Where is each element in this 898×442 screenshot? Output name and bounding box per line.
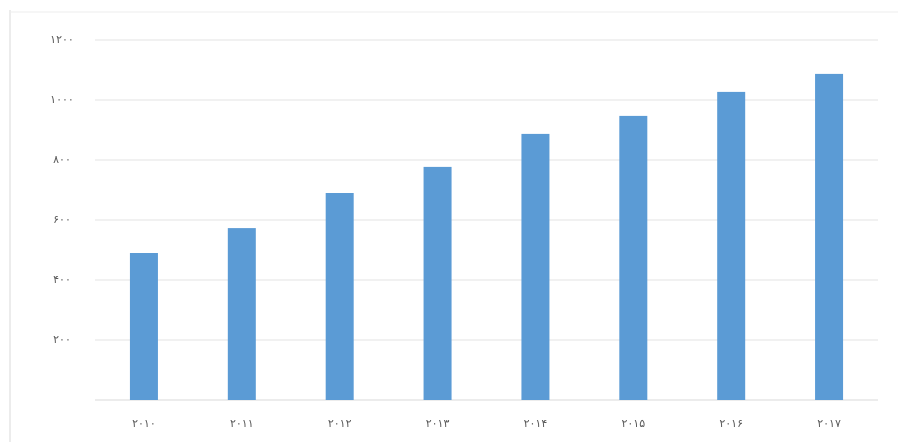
x-tick-label: ۲۰۱۳	[426, 417, 450, 430]
x-tick-label: ۲۰۱۰	[132, 417, 156, 430]
y-tick-label: ۲۰۰	[53, 333, 71, 346]
x-tick-label: ۲۰۱۵	[621, 417, 645, 430]
y-tick-label: ۱۰۰۰	[50, 93, 74, 106]
y-tick-label: ۸۰۰	[53, 153, 71, 166]
y-tick-label: ۶۰۰	[53, 213, 71, 226]
bar	[815, 73, 844, 401]
x-tick-label: ۲۰۱۲	[328, 417, 352, 430]
bar	[619, 115, 648, 401]
bar	[129, 253, 158, 400]
x-tick-label: ۲۰۱۷	[817, 417, 841, 430]
y-tick-label: ۱۲۰۰	[50, 33, 74, 46]
x-tick-label: ۲۰۱۱	[230, 417, 254, 430]
x-tick-label: ۲۰۱۴	[524, 417, 548, 430]
bar	[325, 193, 354, 400]
bar	[227, 228, 256, 400]
bar	[717, 91, 746, 401]
bar	[423, 166, 452, 400]
y-tick-label: ۴۰۰	[53, 273, 71, 286]
x-tick-label: ۲۰۱۶	[719, 417, 743, 430]
bar	[521, 133, 550, 400]
